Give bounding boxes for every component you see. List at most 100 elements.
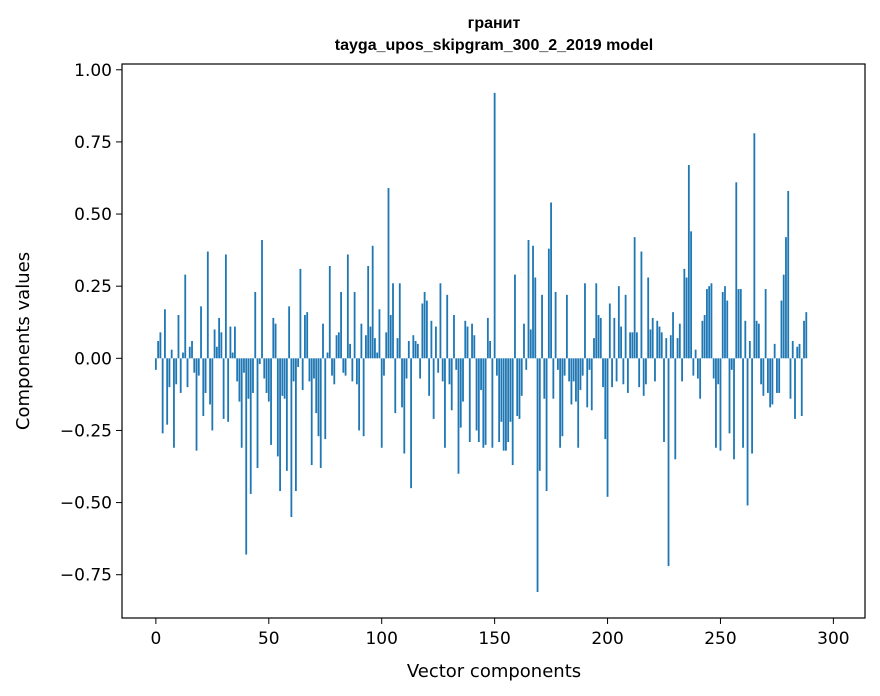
bar (448, 358, 451, 385)
bar (416, 343, 419, 359)
bar (419, 358, 422, 379)
x-tick-label: 0 (150, 629, 161, 649)
y-axis-ticks: −0.75 −0.50 −0.25 0.00 0.25 0.50 0.75 1.00 (60, 61, 122, 586)
bar (455, 358, 458, 370)
bar (486, 317, 489, 359)
bar (523, 323, 525, 359)
bar (692, 358, 695, 376)
bar (751, 358, 753, 454)
bar (258, 358, 261, 365)
bar (279, 358, 281, 492)
bar (450, 358, 453, 411)
bar (209, 358, 211, 405)
bar (378, 309, 381, 359)
bar (380, 358, 383, 448)
bar (383, 358, 385, 376)
bar-series (154, 92, 808, 593)
x-tick-label: 150 (478, 629, 510, 649)
bar (238, 358, 241, 402)
bar (651, 317, 654, 359)
bar (206, 251, 209, 359)
bar (482, 358, 485, 448)
bar (365, 335, 367, 359)
bar (701, 320, 704, 359)
bar (306, 312, 309, 359)
bar (604, 358, 607, 440)
bar (613, 317, 616, 359)
bar (545, 358, 548, 492)
x-axis-ticks: 0 50 100 150 200 250 300 (150, 618, 850, 649)
bar (441, 358, 444, 382)
bar (459, 358, 462, 428)
bar (742, 358, 744, 448)
bar (170, 349, 173, 359)
bar (647, 277, 650, 359)
bar (575, 358, 577, 402)
bar (328, 265, 331, 359)
bar (638, 358, 641, 388)
y-tick-label: 0.25 (74, 277, 112, 297)
bar (631, 332, 634, 359)
bar (676, 338, 679, 359)
chart-subtitle: tayga_upos_skipgram_300_2_2019 model (335, 37, 653, 54)
bar (776, 358, 778, 393)
bar (534, 277, 537, 359)
bar (649, 329, 652, 359)
bar (500, 358, 503, 422)
bar (423, 291, 426, 359)
bar (444, 358, 446, 448)
bar (324, 358, 327, 440)
bar (240, 358, 243, 448)
x-tick-label: 200 (591, 629, 623, 649)
bar (581, 358, 584, 376)
bar (331, 358, 333, 376)
bar (315, 358, 318, 414)
bar (204, 358, 207, 393)
bar (794, 358, 796, 419)
bar (715, 358, 717, 448)
bar (505, 358, 507, 451)
bar (590, 358, 593, 411)
bar (439, 283, 442, 359)
bar (757, 323, 760, 359)
bar (563, 358, 566, 376)
x-tick-label: 50 (258, 629, 280, 649)
bar (387, 188, 390, 359)
bar (446, 294, 449, 359)
bar (536, 358, 539, 593)
bar (398, 283, 401, 359)
bar (507, 358, 510, 442)
bar (367, 265, 370, 359)
bar (414, 341, 417, 359)
bar (696, 358, 699, 379)
bar (254, 291, 257, 359)
bar (778, 358, 781, 393)
bar (355, 358, 358, 385)
bar (335, 335, 338, 359)
bar (288, 306, 291, 359)
bar (514, 274, 516, 359)
bar (236, 358, 239, 382)
bar (353, 291, 356, 359)
bar (606, 358, 609, 497)
bar (319, 358, 322, 468)
bar (516, 358, 519, 417)
bar (518, 358, 521, 419)
bar (766, 358, 769, 393)
bar (267, 358, 270, 402)
bar (681, 358, 683, 382)
bar (706, 289, 708, 359)
bar (554, 291, 557, 359)
bar (552, 358, 555, 399)
bar (712, 358, 715, 379)
bar (780, 300, 783, 359)
bar (577, 358, 580, 448)
bar (721, 291, 724, 359)
bar (283, 358, 286, 399)
bar (805, 312, 808, 359)
bar (561, 358, 564, 437)
bar (213, 329, 216, 359)
bar (748, 341, 751, 359)
bar (685, 277, 688, 359)
bar (229, 326, 232, 359)
